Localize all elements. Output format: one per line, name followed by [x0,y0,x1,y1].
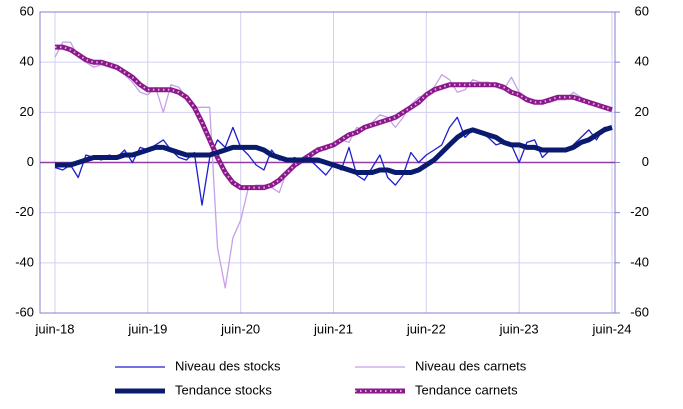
y-tick-label: -20 [15,204,34,219]
y-tick-label: 0 [27,154,34,169]
y2-tick-label: 40 [635,54,649,69]
series-line [55,125,613,175]
y2-tick-label: 60 [635,3,649,18]
y-tick-label: 60 [20,3,34,18]
y2-tick-label: 0 [642,154,649,169]
legend-label: Tendance stocks [175,382,272,397]
legend-label: Niveau des stocks [175,358,281,373]
x-tick-label: juin-23 [499,321,539,336]
y-tick-label: 40 [20,54,34,69]
x-tick-label: juin-20 [220,321,260,336]
x-tick-label: juin-24 [591,321,631,336]
y-tick-label: -60 [15,304,34,319]
y2-tick-label: -20 [630,204,649,219]
legend-label: Niveau des carnets [415,358,527,373]
x-tick-label: juin-19 [127,321,167,336]
y2-tick-label: -40 [630,254,649,269]
y2-tick-label: 20 [635,104,649,119]
x-tick-label: juin-18 [34,321,74,336]
y2-tick-label: -60 [630,304,649,319]
y-tick-label: 20 [20,104,34,119]
x-tick-label: juin-21 [313,321,353,336]
series-line [55,44,613,191]
x-tick-label: juin-22 [406,321,446,336]
y-tick-label: -40 [15,254,34,269]
legend-label: Tendance carnets [415,382,518,397]
